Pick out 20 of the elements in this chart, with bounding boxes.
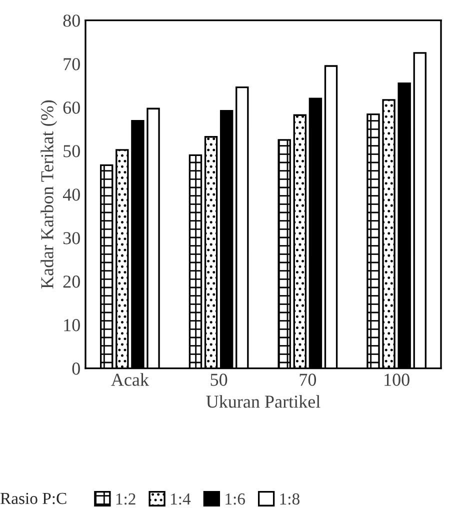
legend-title: Rasio P:C <box>0 492 66 504</box>
y-tick-label: 60 <box>63 102 80 114</box>
y-tick-label: 20 <box>63 276 80 288</box>
x-axis-title: Ukuran Partikel <box>206 395 320 408</box>
legend-label: 1:6 <box>226 493 245 505</box>
y-tick-label: 70 <box>64 58 80 70</box>
y-axis-title: Kadar Karbon Terikat (%) <box>40 100 58 288</box>
x-tick-label: 50 <box>210 374 228 386</box>
legend-label: 1:2 <box>116 493 136 505</box>
x-tick-label: 70 <box>300 374 316 386</box>
y-tick-label: 30 <box>63 232 80 244</box>
y-tick-label: 0 <box>72 362 80 375</box>
legend-label: 1:8 <box>280 493 300 505</box>
legend-label: 1:4 <box>171 493 191 505</box>
y-tick-label: 50 <box>64 145 80 158</box>
y-tick-label: 40 <box>62 188 80 201</box>
y-tick-label: 80 <box>63 14 80 27</box>
x-tick-label: 100 <box>384 374 410 386</box>
x-tick-label: Acak <box>111 373 149 386</box>
y-tick-label: 10 <box>64 319 80 332</box>
